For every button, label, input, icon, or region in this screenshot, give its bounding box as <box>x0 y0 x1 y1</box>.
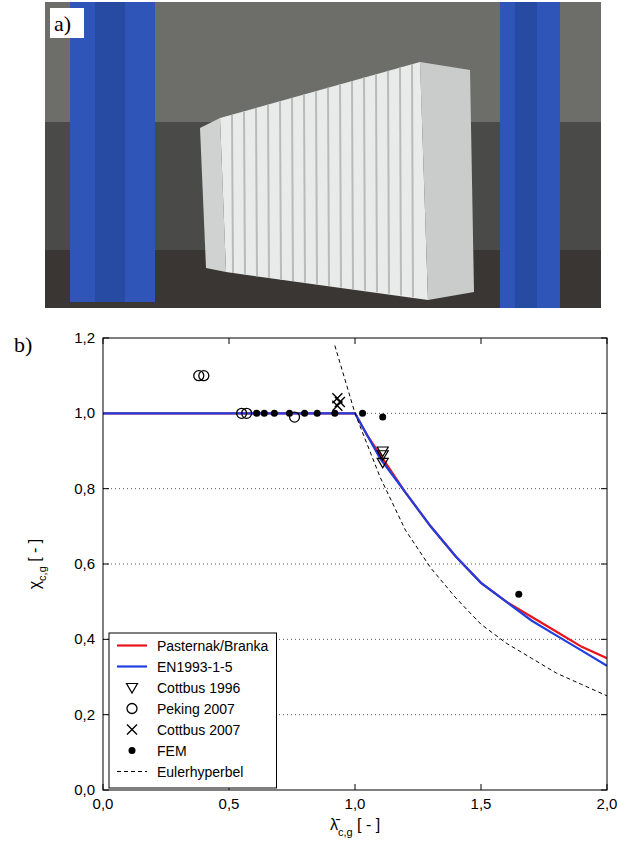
legend-box <box>109 633 276 788</box>
photo-specimen <box>220 62 428 300</box>
photo-stiffener <box>352 81 353 289</box>
data-point <box>377 447 388 457</box>
photo-stiffener <box>256 108 257 276</box>
tick <box>355 338 356 344</box>
tick <box>601 488 607 489</box>
photo-stiffener <box>376 74 377 292</box>
legend-label: Pasternak/Branka <box>157 638 268 654</box>
tick-label: 0,4 <box>74 630 95 647</box>
plot-frame <box>103 338 607 790</box>
panel-label: b) <box>14 332 32 357</box>
legend-swatch <box>127 725 137 735</box>
photo-specimen <box>200 118 226 272</box>
tick <box>103 564 109 565</box>
photo-background <box>45 2 601 308</box>
panel-label: a) <box>54 11 71 36</box>
photo-stiffener <box>388 71 389 294</box>
tick-label: 1,0 <box>74 404 95 421</box>
tick-label: 1,0 <box>345 795 366 812</box>
legend-swatch <box>129 747 136 754</box>
legend-swatch <box>127 704 137 714</box>
data-point <box>331 410 338 417</box>
photo-stiffener <box>268 105 269 278</box>
legend-label: FEM <box>157 743 187 759</box>
data-point <box>286 410 293 417</box>
data-point <box>261 410 268 417</box>
data-point <box>242 408 252 418</box>
tick-label: 0,5 <box>219 795 240 812</box>
data-point <box>301 410 308 417</box>
photo-specimen <box>420 62 474 300</box>
series-line <box>335 346 607 696</box>
photo-stiffener <box>340 84 341 287</box>
photo <box>45 2 601 308</box>
photo-stiffener <box>292 98 293 281</box>
legend: Pasternak/Branka EN1993-1-5 Cottbus 1996 Pe… <box>109 633 276 788</box>
figure: a)b)0,00,20,40,60,81,01,20,00,51,01,52,0… <box>0 0 638 844</box>
legend-label: Cottbus 1996 <box>157 680 240 696</box>
photo-column <box>500 2 560 308</box>
data-point <box>199 371 209 381</box>
tick-label: 0,0 <box>93 795 114 812</box>
series-line <box>103 413 607 665</box>
legend-label: Peking 2007 <box>157 701 235 717</box>
data-point <box>379 414 386 421</box>
photo-stiffener <box>328 88 329 286</box>
photo-stiffener <box>412 64 413 297</box>
photo-stiffener <box>400 67 401 295</box>
data-point <box>335 397 345 407</box>
photo-stiffener <box>304 95 305 283</box>
axis-title-part: c,g <box>36 566 48 581</box>
tick <box>601 639 607 640</box>
data-point <box>314 410 321 417</box>
panel-label-background <box>50 8 84 38</box>
tick-label: 1,2 <box>74 329 95 346</box>
tick <box>103 488 109 489</box>
photo-stiffener <box>316 91 317 284</box>
tick <box>355 784 356 790</box>
photo-column <box>515 2 537 308</box>
legend-label: Eulerhyperbel <box>157 764 243 780</box>
data-point <box>359 410 366 417</box>
tick-label: 0,6 <box>74 555 95 572</box>
data-point <box>271 410 278 417</box>
tick <box>601 714 607 715</box>
tick <box>481 338 482 344</box>
photo-stiffener <box>232 115 233 273</box>
tick <box>601 413 607 414</box>
legend-swatch <box>117 644 147 646</box>
data-point <box>377 458 388 468</box>
plot-data <box>103 346 607 696</box>
tick-label: 0,8 <box>74 480 95 497</box>
legend-label: Cottbus 2007 <box>157 722 240 738</box>
tick-label: 1,5 <box>471 795 492 812</box>
axis-title-part: c,g <box>338 826 353 838</box>
tick <box>103 714 109 715</box>
legend-swatch <box>117 665 147 667</box>
y-axis-title: χc,g [ - ] <box>26 539 48 590</box>
tick-label: 0,2 <box>74 706 95 723</box>
photo-stiffener <box>280 101 281 279</box>
photo-stiffener <box>244 112 245 275</box>
legend-swatch <box>117 771 147 772</box>
tick-label: 2,0 <box>597 795 618 812</box>
tick <box>229 338 230 344</box>
photo-column <box>95 2 125 302</box>
axis-title-part: [ - ] <box>26 539 43 567</box>
data-point <box>253 410 260 417</box>
data-point <box>515 591 522 598</box>
x-axis-title: λ̄c,g [ - ] <box>330 816 380 838</box>
photo-column <box>70 2 155 302</box>
grid-line <box>103 488 607 489</box>
axis-title-part: [ - ] <box>353 816 381 833</box>
tick <box>481 784 482 790</box>
photo-stiffener <box>364 78 365 291</box>
tick <box>601 564 607 565</box>
legend-swatch <box>127 684 138 694</box>
tick <box>103 639 109 640</box>
grid-line <box>103 564 607 565</box>
legend-label: EN1993-1-5 <box>157 659 233 675</box>
